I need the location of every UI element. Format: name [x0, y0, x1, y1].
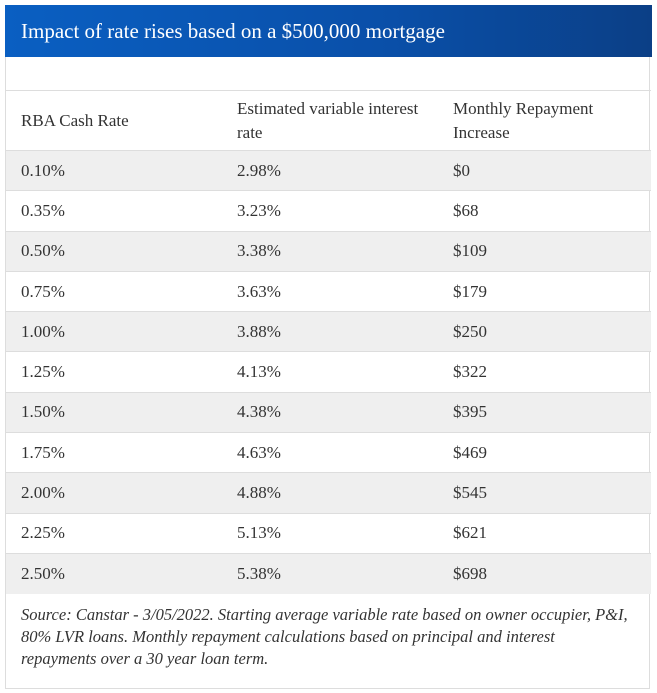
cash-rate-cell: 0.10% [21, 160, 65, 180]
cash-rate-cell: 1.25% [21, 362, 65, 382]
variable-rate-cell: 3.23% [237, 200, 281, 220]
repayment-increase-cell: $395 [453, 402, 487, 422]
variable-rate-cell: 2.98% [237, 160, 281, 180]
cash-rate-cell: 0.50% [21, 241, 65, 261]
repayment-increase-cell: $68 [453, 200, 479, 220]
table-row: 0.10% 2.98% $0 [6, 150, 651, 191]
cash-rate-cell: 1.75% [21, 442, 65, 462]
variable-rate-cell: 3.88% [237, 321, 281, 341]
header-row: RBA Cash Rate Estimated variable interes… [6, 90, 651, 151]
variable-rate-cell: 5.38% [237, 563, 281, 583]
column-header-variable-rate: Estimated variable interest rate [237, 98, 419, 142]
cash-rate-cell: 2.50% [21, 563, 65, 583]
repayment-increase-cell: $545 [453, 483, 487, 503]
source-footnote: Source: Canstar - 3/05/2022. Starting av… [21, 605, 628, 668]
table-row: 2.50% 5.38% $698 [6, 553, 651, 594]
table-row: 1.00% 3.88% $250 [6, 311, 651, 352]
cash-rate-cell: 2.25% [21, 523, 65, 543]
cash-rate-cell: 2.00% [21, 483, 65, 503]
variable-rate-cell: 4.88% [237, 483, 281, 503]
table-row: 2.00% 4.88% $545 [6, 472, 651, 514]
cash-rate-cell: 0.75% [21, 281, 65, 301]
column-header-cash-rate: RBA Cash Rate [21, 110, 129, 130]
repayment-increase-cell: $322 [453, 362, 487, 382]
repayment-increase-cell: $179 [453, 281, 487, 301]
cash-rate-cell: 0.35% [21, 200, 65, 220]
rate-table: RBA Cash Rate Estimated variable interes… [6, 90, 651, 594]
repayment-increase-cell: $250 [453, 321, 487, 341]
table-row: 1.25% 4.13% $322 [6, 351, 651, 392]
variable-rate-cell: 4.13% [237, 362, 281, 382]
table-row: 0.75% 3.63% $179 [6, 271, 651, 311]
table-row: 2.25% 5.13% $621 [6, 513, 651, 553]
variable-rate-cell: 4.63% [237, 442, 281, 462]
variable-rate-cell: 4.38% [237, 402, 281, 422]
table-row: 0.35% 3.23% $68 [6, 190, 651, 231]
table-title: Impact of rate rises based on a $500,000… [5, 5, 652, 57]
variable-rate-cell: 5.13% [237, 523, 281, 543]
table-row: 0.50% 3.38% $109 [6, 231, 651, 272]
variable-rate-cell: 3.38% [237, 241, 281, 261]
repayment-increase-cell: $621 [453, 523, 487, 543]
cash-rate-cell: 1.50% [21, 402, 65, 422]
repayment-increase-cell: $469 [453, 442, 487, 462]
repayment-increase-cell: $698 [453, 563, 487, 583]
table-row: 1.75% 4.63% $469 [6, 432, 651, 473]
table-row: 1.50% 4.38% $395 [6, 392, 651, 433]
repayment-increase-cell: $109 [453, 241, 487, 261]
column-header-repayment-increase: Monthly Repayment Increase [453, 98, 594, 142]
cash-rate-cell: 1.00% [21, 321, 65, 341]
variable-rate-cell: 3.63% [237, 281, 281, 301]
repayment-increase-cell: $0 [453, 160, 470, 180]
